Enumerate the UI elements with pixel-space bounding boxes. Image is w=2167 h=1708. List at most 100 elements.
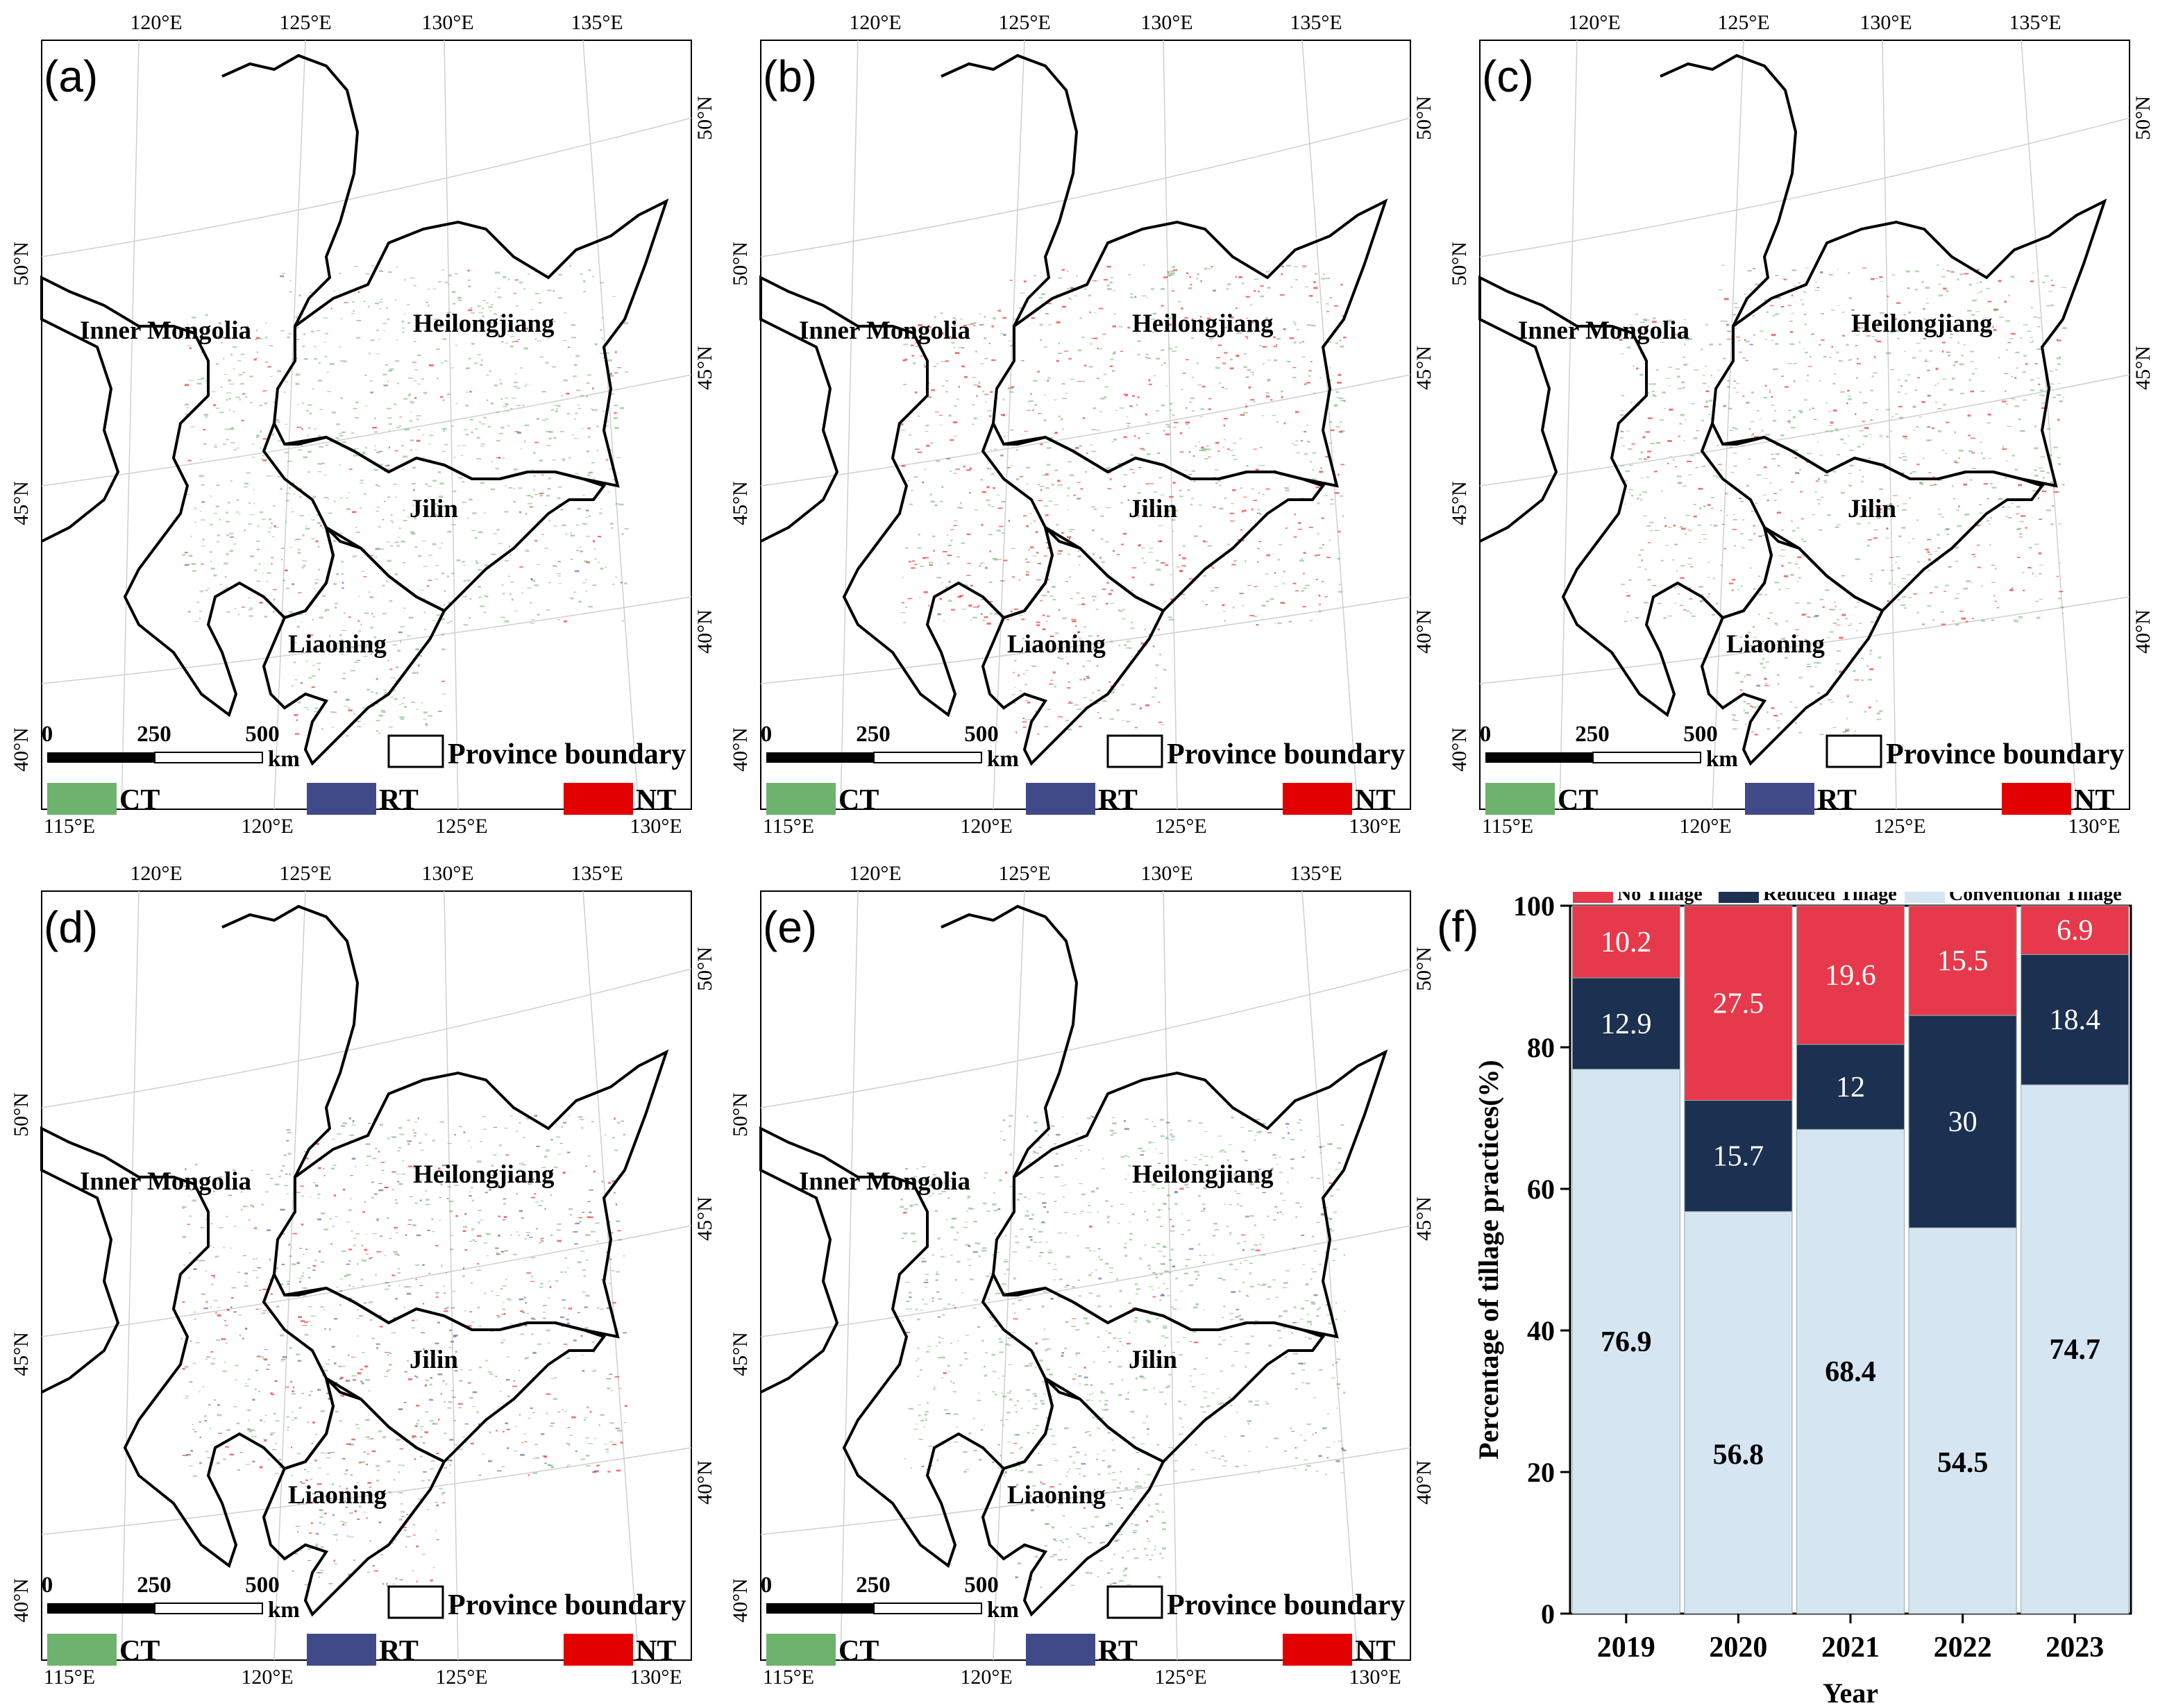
cropland-pixel xyxy=(479,1367,482,1369)
cropland-pixel xyxy=(530,496,533,498)
cropland-pixel xyxy=(228,409,231,411)
cropland-pixel xyxy=(219,1227,224,1228)
cropland-pixel xyxy=(1018,651,1021,653)
cropland-pixel xyxy=(1689,455,1694,457)
cropland-pixel xyxy=(248,1430,252,1432)
cropland-pixel xyxy=(435,1245,439,1246)
cropland-pixel xyxy=(326,1392,329,1394)
cropland-pixel xyxy=(403,398,408,400)
cropland-pixel xyxy=(1009,387,1013,389)
cropland-pixel xyxy=(1156,1317,1159,1320)
cropland-pixel xyxy=(1929,592,1933,594)
cropland-pixel xyxy=(219,412,224,414)
cropland-pixel xyxy=(280,275,285,278)
cropland-pixel xyxy=(346,1274,351,1276)
cropland-pixel xyxy=(181,1183,186,1185)
cropland-pixel xyxy=(1021,360,1025,362)
cropland-pixel xyxy=(288,1244,291,1246)
cropland-pixel xyxy=(1720,564,1723,566)
cropland-pixel xyxy=(333,711,337,713)
cropland-pixel xyxy=(988,581,993,583)
cropland-pixel xyxy=(1678,387,1683,389)
cropland-pixel xyxy=(2048,454,2052,456)
cropland-pixel xyxy=(1787,305,1792,306)
cropland-pixel xyxy=(615,1220,621,1223)
cropland-pixel xyxy=(343,360,347,363)
cropland-pixel xyxy=(185,1366,189,1368)
cropland-pixel xyxy=(296,426,302,428)
cropland-pixel xyxy=(440,618,445,620)
cropland-pixel xyxy=(215,505,219,507)
cropland-pixel xyxy=(382,584,385,586)
cropland-pixel xyxy=(1130,622,1133,623)
province-label-inner-mongolia: Inner Mongolia xyxy=(80,1167,251,1196)
cropland-pixel xyxy=(561,458,566,460)
cropland-pixel xyxy=(396,427,400,428)
cropland-pixel xyxy=(1071,618,1076,620)
cropland-pixel xyxy=(617,1122,621,1124)
cropland-pixel xyxy=(1901,577,1906,580)
cropland-pixel xyxy=(1191,498,1194,499)
cropland-pixel xyxy=(1991,564,1996,566)
cropland-pixel xyxy=(577,1261,582,1264)
cropland-pixel xyxy=(1871,620,1874,623)
cropland-pixel xyxy=(356,720,361,722)
cropland-pixel xyxy=(931,329,935,332)
cropland-pixel xyxy=(328,1498,332,1499)
cropland-pixel xyxy=(1889,583,1891,585)
cropland-pixel xyxy=(1267,378,1271,381)
cropland-pixel xyxy=(335,437,339,439)
cropland-pixel xyxy=(269,518,272,521)
cropland-pixel xyxy=(305,1158,309,1160)
cropland-pixel xyxy=(1199,316,1202,318)
cropland-pixel xyxy=(524,1296,526,1299)
cropland-pixel xyxy=(367,1482,372,1484)
cropland-pixel xyxy=(362,570,364,572)
cropland-pixel xyxy=(310,1315,316,1317)
cropland-pixel xyxy=(298,1407,302,1409)
cropland-pixel xyxy=(1204,458,1208,460)
cropland-pixel xyxy=(185,1454,188,1456)
cropland-pixel xyxy=(1839,636,1844,639)
cropland-pixel xyxy=(480,1141,482,1142)
cropland-pixel xyxy=(202,539,205,541)
cropland-pixel xyxy=(396,339,398,341)
cropland-pixel xyxy=(509,555,512,556)
cropland-pixel xyxy=(543,1156,548,1158)
cropland-pixel xyxy=(467,1140,471,1142)
cropland-pixel xyxy=(948,414,952,417)
cropland-pixel xyxy=(416,415,421,416)
cropland-pixel xyxy=(1058,342,1060,345)
cropland-pixel xyxy=(420,1428,423,1430)
nt-label: NT xyxy=(2074,784,2114,816)
cropland-pixel xyxy=(2058,591,2064,593)
cropland-pixel xyxy=(1108,681,1111,683)
cropland-pixel xyxy=(312,686,315,688)
cropland-pixel xyxy=(586,1465,591,1467)
cropland-pixel xyxy=(1311,527,1314,528)
cropland-pixel xyxy=(911,490,913,491)
cropland-pixel xyxy=(403,520,407,521)
cropland-pixel xyxy=(321,527,326,529)
cropland-pixel xyxy=(1161,349,1165,351)
cropland-pixel xyxy=(476,458,482,459)
cropland-pixel xyxy=(1307,1314,1309,1315)
cropland-pixel xyxy=(1184,316,1188,319)
cropland-pixel xyxy=(954,352,960,355)
cropland-pixel xyxy=(319,1577,321,1578)
cropland-pixel xyxy=(510,1234,512,1236)
cropland-pixel xyxy=(474,428,478,430)
cropland-pixel xyxy=(223,357,225,360)
cropland-pixel xyxy=(453,329,455,331)
cropland-pixel xyxy=(615,1203,618,1206)
cropland-pixel xyxy=(1097,568,1100,570)
cropland-pixel xyxy=(967,323,972,325)
cropland-pixel xyxy=(230,480,233,482)
cropland-pixel xyxy=(424,1384,428,1387)
cropland-pixel xyxy=(317,1218,322,1221)
cropland-pixel xyxy=(2058,523,2061,525)
cropland-pixel xyxy=(1156,330,1159,332)
cropland-pixel xyxy=(400,1511,405,1513)
cropland-pixel xyxy=(302,560,307,561)
cropland-pixel xyxy=(1812,407,1814,409)
